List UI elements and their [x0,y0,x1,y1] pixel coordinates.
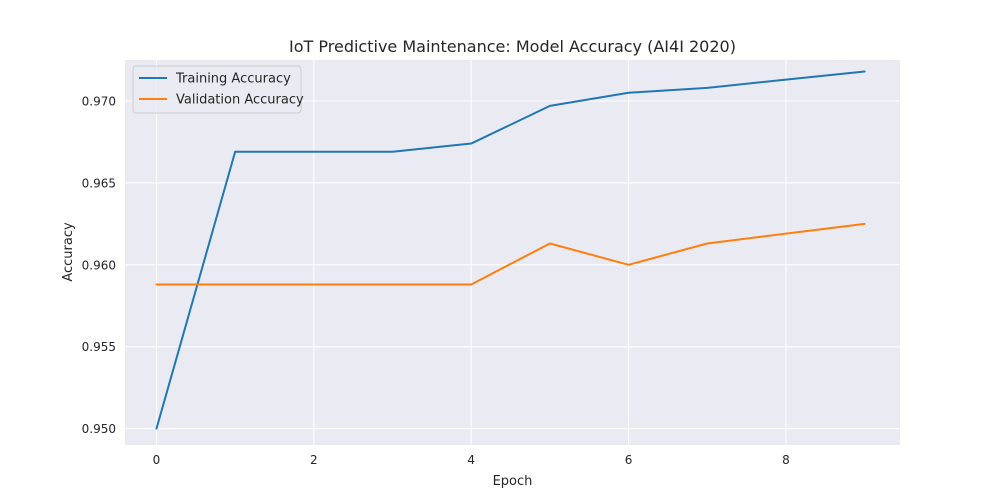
legend-validation-label: Validation Accuracy [176,93,304,108]
x-tick-label: 0 [153,453,161,467]
x-axis-ticks: 0 2 4 6 8 [153,453,790,467]
x-tick-label: 8 [782,453,790,467]
grid [125,60,900,445]
chart-title: IoT Predictive Maintenance: Model Accura… [289,37,736,56]
legend-frame [132,65,302,114]
x-axis-label: Epoch [493,474,533,489]
y-tick-label: 0.960 [82,258,116,272]
y-axis-ticks: 0.950 0.955 0.960 0.965 0.970 [82,94,116,436]
plot-area [125,60,900,445]
series-lines [155,70,866,430]
y-tick-label: 0.965 [82,176,116,190]
y-axis-label: Accuracy [61,222,76,282]
training-accuracy-line [155,70,866,430]
validation-accuracy-line [155,222,866,286]
x-tick-label: 6 [625,453,633,467]
legend: Training Accuracy Validation Accuracy [132,65,304,114]
y-tick-label: 0.950 [82,422,116,436]
y-tick-label: 0.970 [82,94,116,108]
x-tick-label: 4 [467,453,475,467]
x-tick-label: 2 [310,453,318,467]
y-tick-label: 0.955 [82,340,116,354]
legend-training-label: Training Accuracy [175,72,291,87]
